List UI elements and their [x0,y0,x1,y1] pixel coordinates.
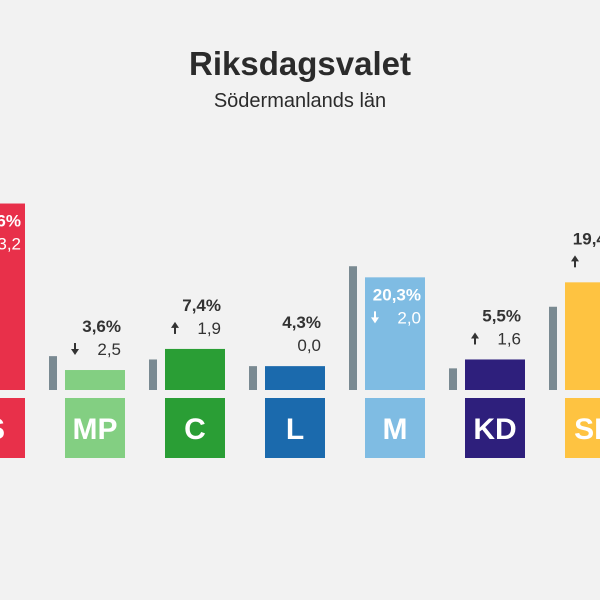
bar-s [0,203,25,390]
bar-m [365,277,425,390]
previous-bar-l [249,366,257,390]
change-label-c: 1,9 [197,319,221,338]
chart-title: Riksdagsvalet [189,45,411,82]
pct-label-m: 20,3% [373,285,421,304]
arrow-down-icon-mp [71,343,79,356]
party-box-kd [465,398,525,458]
bar-mp [65,370,125,390]
previous-bar-kd [449,368,457,390]
party-box-c [165,398,225,458]
arrow-up-icon-c [171,321,179,334]
party-box-l [265,398,325,458]
pct-label-l: 4,3% [282,313,321,332]
pct-label-mp: 3,6% [82,317,121,336]
party-label-m: M [383,413,408,446]
party-label-l: L [286,413,304,446]
arrow-up-icon-kd [471,332,479,345]
previous-bar-mp [49,356,57,390]
bar-l [265,366,325,390]
pct-label-sd: 19,4% [573,229,600,248]
change-label-kd: 1,6 [497,329,521,348]
party-label-kd: KD [473,413,516,446]
arrow-up-icon-sd [571,255,579,268]
bar-kd [465,359,525,390]
pct-label-c: 7,4% [182,296,221,315]
pct-label-s: 3,6% [0,212,21,231]
party-box-s [0,398,25,458]
arrow-down-icon-m [371,311,379,324]
bar-c [165,348,225,390]
party-label-c: C [184,413,206,446]
previous-bar-c [149,359,157,390]
party-label-s: S [0,413,5,446]
party-box-m [365,398,425,458]
bars-layer: S 3,6% 3,2 MP 3,6% 2,5 C 7,4% 1,9 L 4,3% 0,0 M 20,3% 2… [0,203,600,458]
change-label-m: 2,0 [397,308,421,327]
change-label-mp: 2,5 [97,340,121,359]
pct-label-kd: 5,5% [482,306,521,325]
previous-bar-sd [549,306,557,390]
previous-bar-m [349,266,357,390]
bar-sd [565,282,600,390]
change-label-s: 3,2 [0,235,21,254]
party-box-sd [565,398,600,458]
chart-subtitle: Södermanlands län [214,90,386,112]
party-label-sd: SD [574,413,600,446]
change-label-l: 0,0 [297,336,321,355]
party-label-mp: MP [73,413,118,446]
party-box-mp [65,398,125,458]
